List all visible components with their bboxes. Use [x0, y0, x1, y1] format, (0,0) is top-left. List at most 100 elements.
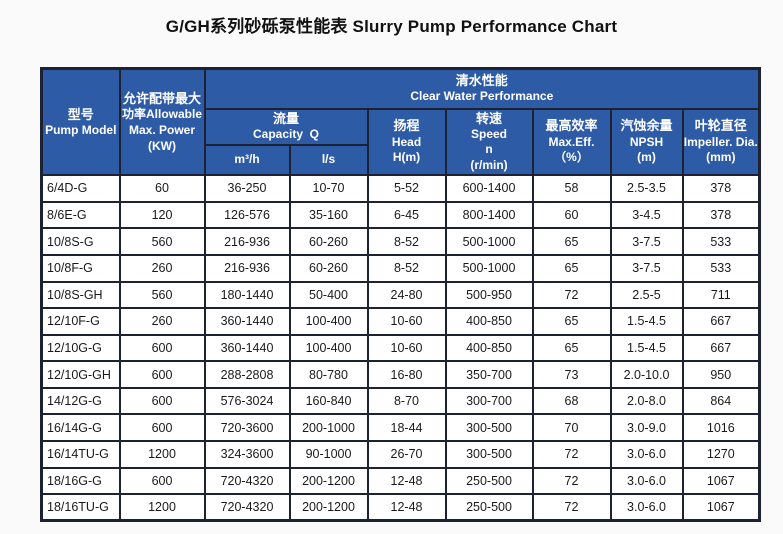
header-npsh-en: NPSH — [629, 134, 664, 149]
cell-impeller-dia: 1067 — [681, 466, 761, 496]
cell-capacity-m3h: 288-2808 — [203, 360, 291, 389]
cell-speed: 500-1000 — [444, 227, 534, 256]
cell-impeller-dia: 378 — [681, 200, 761, 230]
cell-pump-model: 10/8S-G — [40, 227, 121, 256]
cell-pump-model: 12/10F-G — [40, 307, 121, 336]
cell-pump-model: 10/8F-G — [40, 253, 121, 283]
header-capacity-m3h-label: m³/h — [234, 152, 260, 167]
table-row: 12/10G-G 600 360-1440 100-400 10-60 400-850 65… — [40, 333, 761, 363]
cell-head: 16-80 — [366, 360, 447, 389]
header-impeller-zh: 叶轮直径 — [694, 118, 747, 134]
header-clear-water-en: Clear Water Performance — [410, 89, 554, 104]
header-head-en: Head — [391, 134, 422, 149]
header-capacity-ls-label: l/s — [321, 152, 336, 167]
cell-capacity-ls: 50-400 — [288, 280, 369, 310]
cell-max-power: 1200 — [118, 440, 206, 469]
cell-head: 24-80 — [366, 280, 447, 310]
cell-impeller-dia: 864 — [681, 386, 761, 416]
header-capacity: 流量 Capacity Q — [203, 107, 369, 146]
table-row: 6/4D-G 60 36-250 10-70 5-52 600-1400 58 2.5-3.5… — [40, 174, 761, 203]
cell-max-eff: 60 — [531, 200, 612, 230]
header-max-power: 允许配带最大 功率Allowable Max. Power (KW) — [118, 67, 206, 177]
header-max-eff: 最高效率 Max.Eff. （%） — [531, 107, 612, 177]
cell-pump-model: 12/10G-GH — [40, 360, 121, 389]
cell-npsh: 2.5-5 — [609, 280, 684, 310]
header-max-eff-unit: （%） — [554, 150, 589, 165]
cell-capacity-ls: 60-260 — [288, 227, 369, 256]
cell-capacity-m3h: 720-4320 — [203, 466, 291, 496]
cell-max-eff: 72 — [531, 440, 612, 469]
cell-npsh: 3-7.5 — [609, 253, 684, 283]
cell-capacity-m3h: 360-1440 — [203, 333, 291, 363]
cell-capacity-m3h: 360-1440 — [203, 307, 291, 336]
table-row: 10/8S-GH 560 180-1440 50-400 24-80 500-950 72 2… — [40, 280, 761, 310]
cell-max-eff: 73 — [531, 360, 612, 389]
header-speed: 转速 Speed n (r/min) — [444, 107, 534, 177]
table-row: 10/8S-G 560 216-936 60-260 8-52 500-1000 65 3-7… — [40, 227, 761, 256]
header-npsh-unit: (m) — [637, 150, 656, 165]
cell-impeller-dia: 1067 — [681, 493, 761, 522]
cell-head: 8-52 — [366, 253, 447, 283]
header-impeller-en: Impeller. Dia. — [683, 134, 758, 149]
cell-speed: 300-700 — [444, 386, 534, 416]
cell-pump-model: 6/4D-G — [40, 174, 121, 203]
cell-max-eff: 65 — [531, 227, 612, 256]
cell-max-power: 600 — [118, 360, 206, 389]
table-row: 12/10G-GH 600 288-2808 80-780 16-80 350-700 73… — [40, 360, 761, 389]
cell-capacity-ls: 100-400 — [288, 333, 369, 363]
cell-speed: 400-850 — [444, 333, 534, 363]
cell-npsh: 3.0-6.0 — [609, 466, 684, 496]
cell-head: 18-44 — [366, 413, 447, 443]
cell-capacity-m3h: 720-4320 — [203, 493, 291, 522]
cell-capacity-m3h: 216-936 — [203, 227, 291, 256]
cell-capacity-ls: 160-840 — [288, 386, 369, 416]
table-row: 18/16TU-G 1200 720-4320 200-1200 12-48 250-50… — [40, 493, 761, 522]
header-impeller-dia: 叶轮直径 Impeller. Dia. (mm) — [681, 107, 761, 177]
cell-npsh: 3-4.5 — [609, 200, 684, 230]
cell-speed: 250-500 — [444, 466, 534, 496]
cell-max-eff: 68 — [531, 386, 612, 416]
header-speed-unit: (r/min) — [470, 158, 508, 173]
cell-head: 26-70 — [366, 440, 447, 469]
cell-npsh: 3.0-9.0 — [609, 413, 684, 443]
cell-max-eff: 72 — [531, 280, 612, 310]
header-max-power-line4: (KW) — [148, 138, 176, 153]
pump-performance-table: 型号 Pump Model 允许配带最大 功率Allowable Max. Po… — [40, 67, 762, 523]
cell-npsh: 1.5-4.5 — [609, 307, 684, 336]
cell-capacity-m3h: 720-3600 — [203, 413, 291, 443]
header-max-power-line2: 功率Allowable — [121, 106, 202, 121]
header-speed-zh: 转速 — [475, 110, 502, 126]
cell-capacity-m3h: 36-250 — [203, 174, 291, 203]
cell-speed: 300-500 — [444, 440, 534, 469]
cell-npsh: 2.5-3.5 — [609, 174, 684, 203]
cell-max-power: 600 — [118, 386, 206, 416]
cell-max-eff: 65 — [531, 253, 612, 283]
table-row: 18/16G-G 600 720-4320 200-1200 12-48 250-500 7… — [40, 466, 761, 496]
cell-speed: 300-500 — [444, 413, 534, 443]
cell-impeller-dia: 378 — [681, 174, 761, 203]
cell-speed: 500-950 — [444, 280, 534, 310]
table-header: 型号 Pump Model 允许配带最大 功率Allowable Max. Po… — [40, 67, 761, 177]
cell-speed: 800-1400 — [444, 200, 534, 230]
cell-pump-model: 18/16TU-G — [40, 493, 121, 522]
cell-max-power: 1200 — [118, 493, 206, 522]
header-max-eff-zh: 最高效率 — [545, 118, 598, 134]
header-max-power-line3: Max. Power — [128, 122, 196, 137]
cell-max-eff: 70 — [531, 413, 612, 443]
header-speed-en: Speed — [470, 126, 507, 141]
cell-pump-model: 12/10G-G — [40, 333, 121, 363]
header-capacity-m3h: m³/h — [203, 143, 291, 177]
cell-pump-model: 16/14TU-G — [40, 440, 121, 469]
cell-npsh: 2.0-8.0 — [609, 386, 684, 416]
cell-capacity-m3h: 576-3024 — [203, 386, 291, 416]
header-pump-model-en: Pump Model — [45, 122, 117, 137]
cell-npsh: 3-7.5 — [609, 227, 684, 256]
cell-pump-model: 16/14G-G — [40, 413, 121, 443]
cell-pump-model: 8/6E-G — [40, 200, 121, 230]
header-head-unit: H(m) — [392, 150, 421, 165]
cell-speed: 250-500 — [444, 493, 534, 522]
cell-npsh: 1.5-4.5 — [609, 333, 684, 363]
table-row: 8/6E-G 120 126-576 35-160 6-45 800-1400 60 3-4.… — [40, 200, 761, 230]
cell-impeller-dia: 950 — [681, 360, 761, 389]
cell-speed: 500-1000 — [444, 253, 534, 283]
